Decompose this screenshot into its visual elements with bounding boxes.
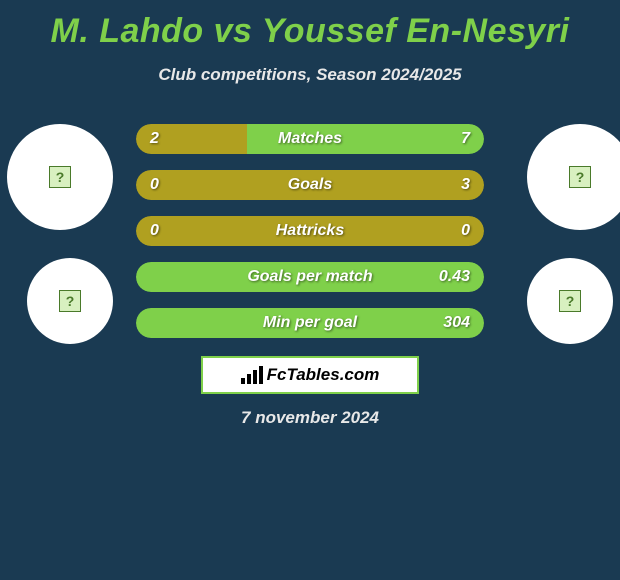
placeholder-icon: ? xyxy=(559,290,581,312)
comparison-subtitle: Club competitions, Season 2024/2025 xyxy=(0,65,620,85)
comparison-bars: 27Matches 03Goals 00Hattricks 0.43Goals per… xyxy=(136,124,484,354)
date-text: 7 november 2024 xyxy=(0,408,620,428)
brand-text: FcTables.com xyxy=(267,365,380,385)
placeholder-icon: ? xyxy=(49,166,71,188)
stat-bar: 27Matches xyxy=(136,124,484,154)
brand-box: FcTables.com xyxy=(201,356,419,394)
bar-label: Goals xyxy=(136,176,484,194)
player1-photo-small: ? xyxy=(27,258,113,344)
player2-photo-large: ? xyxy=(527,124,620,230)
placeholder-icon: ? xyxy=(59,290,81,312)
stat-bar: 304Min per goal xyxy=(136,308,484,338)
bar-label: Matches xyxy=(136,130,484,148)
player2-photo-small: ? xyxy=(527,258,613,344)
player1-photo-large: ? xyxy=(7,124,113,230)
bar-label: Goals per match xyxy=(136,268,484,286)
stat-bar: 00Hattricks xyxy=(136,216,484,246)
bar-label: Hattricks xyxy=(136,222,484,240)
bars-icon xyxy=(241,366,263,384)
comparison-title: M. Lahdo vs Youssef En-Nesyri xyxy=(0,0,620,51)
stat-bar: 0.43Goals per match xyxy=(136,262,484,292)
placeholder-icon: ? xyxy=(569,166,591,188)
stat-bar: 03Goals xyxy=(136,170,484,200)
bar-label: Min per goal xyxy=(136,314,484,332)
